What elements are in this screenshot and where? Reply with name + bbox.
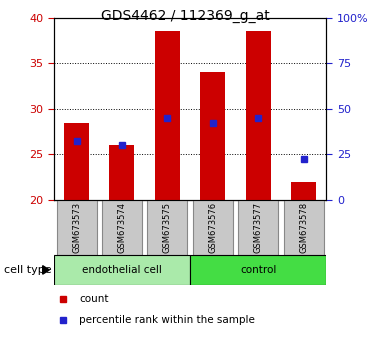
Text: GSM673578: GSM673578: [299, 202, 308, 253]
Bar: [291, 182, 316, 200]
Text: control: control: [240, 265, 276, 275]
Text: count: count: [79, 294, 109, 304]
Text: GSM673576: GSM673576: [209, 202, 217, 253]
Polygon shape: [43, 266, 49, 274]
Text: GSM673574: GSM673574: [118, 202, 127, 253]
FancyBboxPatch shape: [190, 255, 326, 285]
Text: GDS4462 / 112369_g_at: GDS4462 / 112369_g_at: [101, 9, 270, 23]
Text: cell type: cell type: [4, 265, 51, 275]
Bar: [64, 122, 89, 200]
Bar: [155, 32, 180, 200]
Text: endothelial cell: endothelial cell: [82, 265, 162, 275]
FancyBboxPatch shape: [238, 200, 278, 255]
Text: GSM673575: GSM673575: [163, 202, 172, 253]
FancyBboxPatch shape: [54, 255, 190, 285]
Bar: [200, 72, 225, 200]
Bar: [109, 145, 134, 200]
FancyBboxPatch shape: [147, 200, 187, 255]
FancyBboxPatch shape: [102, 200, 142, 255]
Bar: [246, 32, 271, 200]
Text: GSM673573: GSM673573: [72, 202, 81, 253]
Text: GSM673577: GSM673577: [254, 202, 263, 253]
FancyBboxPatch shape: [56, 200, 96, 255]
FancyBboxPatch shape: [284, 200, 324, 255]
FancyBboxPatch shape: [193, 200, 233, 255]
Text: percentile rank within the sample: percentile rank within the sample: [79, 315, 255, 325]
